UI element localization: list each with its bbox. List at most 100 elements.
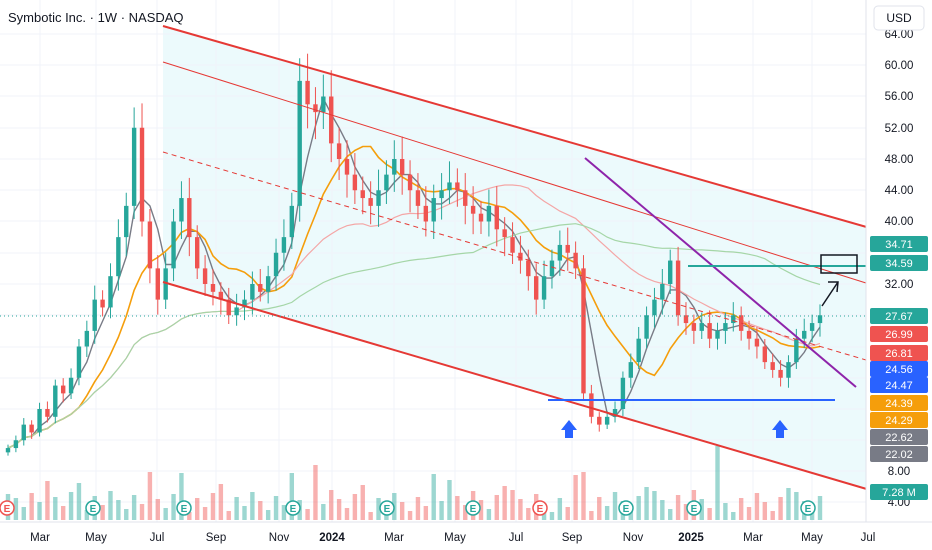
volume-bar bbox=[565, 507, 570, 520]
x-tick-label: Sep bbox=[206, 532, 226, 544]
candle-body bbox=[384, 174, 389, 191]
candle-body bbox=[297, 80, 302, 206]
price-badge bbox=[870, 345, 928, 361]
volume-bar bbox=[195, 498, 200, 520]
volume-bar bbox=[628, 510, 633, 520]
price-badge bbox=[870, 484, 928, 500]
candle-body bbox=[731, 315, 736, 324]
y-tick-label: 48.00 bbox=[885, 154, 914, 166]
volume-bar bbox=[762, 502, 768, 520]
candle-body bbox=[778, 369, 783, 378]
candle-body bbox=[533, 276, 539, 300]
earnings-marker bbox=[465, 500, 481, 516]
candle-body bbox=[644, 315, 649, 339]
volume-bar bbox=[612, 492, 618, 520]
candle-body bbox=[660, 284, 665, 300]
candle-body bbox=[707, 323, 712, 339]
earnings-marker bbox=[0, 500, 15, 516]
earnings-marker-label: E bbox=[181, 504, 188, 515]
price-badge bbox=[870, 395, 928, 411]
earnings-marker-label: E bbox=[384, 504, 391, 515]
candle-body bbox=[415, 190, 421, 206]
volume-bar bbox=[368, 512, 373, 520]
volume-bar bbox=[281, 505, 287, 520]
candle-body bbox=[754, 338, 760, 347]
earnings-marker bbox=[532, 500, 548, 516]
volume-bar bbox=[463, 505, 468, 520]
earnings-marker bbox=[285, 500, 301, 516]
x-tick-label: May bbox=[444, 532, 466, 544]
volume-bar bbox=[171, 494, 176, 520]
price-badge bbox=[870, 236, 928, 252]
volume-bar bbox=[29, 493, 34, 520]
x-tick-label: May bbox=[85, 532, 107, 544]
price-badge bbox=[870, 255, 928, 271]
candle-body bbox=[581, 268, 586, 394]
earnings-marker bbox=[176, 500, 192, 516]
price-badge-label: 22.02 bbox=[885, 449, 913, 461]
volume-bar bbox=[573, 475, 578, 520]
candle-body bbox=[549, 260, 555, 277]
candle-body bbox=[281, 237, 287, 253]
candle-body bbox=[794, 338, 799, 363]
purple-trendline bbox=[584, 157, 857, 388]
volume-bar bbox=[447, 480, 452, 520]
earnings-marker bbox=[800, 500, 816, 516]
volume-bar bbox=[518, 499, 523, 520]
price-badge bbox=[870, 446, 928, 462]
candle-body bbox=[439, 190, 444, 199]
volume-bar bbox=[715, 446, 720, 520]
trendline-drawings bbox=[0, 25, 871, 491]
candle-body bbox=[589, 393, 594, 417]
candle-body bbox=[92, 299, 97, 331]
candle-body bbox=[131, 127, 137, 206]
volume-bar bbox=[37, 502, 42, 520]
volume-bar bbox=[329, 490, 334, 520]
volume-bar bbox=[305, 509, 310, 520]
volume-bar bbox=[809, 510, 815, 520]
volume-bar bbox=[668, 509, 673, 520]
candle-body bbox=[652, 299, 657, 316]
volume-bar bbox=[234, 497, 239, 520]
candle-body bbox=[147, 221, 153, 269]
candle-body bbox=[447, 182, 452, 191]
volume-bar bbox=[313, 465, 318, 520]
volume-bar bbox=[707, 508, 712, 520]
candle-body bbox=[13, 440, 19, 449]
volume-bar bbox=[399, 502, 405, 520]
candle-body bbox=[329, 96, 334, 144]
candle-body bbox=[502, 229, 507, 238]
candle-body bbox=[289, 205, 295, 238]
candle-body bbox=[809, 323, 815, 331]
candle-body bbox=[37, 409, 42, 433]
volume-bar bbox=[794, 492, 799, 520]
volume-bar bbox=[778, 497, 783, 520]
volume-bar bbox=[376, 498, 381, 520]
price-badge bbox=[870, 377, 928, 393]
candle-body bbox=[210, 284, 216, 292]
candle-body bbox=[668, 260, 673, 284]
candle-body bbox=[597, 416, 602, 425]
candle-body bbox=[486, 205, 492, 222]
x-axis-ticks: Mar May Jul Sep Nov 2024 Mar May Jul Sep Nov 2025 Ma… bbox=[30, 532, 875, 544]
candle-body bbox=[124, 205, 129, 238]
candle-body bbox=[258, 284, 263, 292]
volume-bar bbox=[242, 506, 247, 520]
volume-bar bbox=[100, 505, 105, 520]
volume-bar bbox=[431, 474, 436, 520]
volume-bar bbox=[147, 472, 153, 520]
volume-bar bbox=[549, 512, 555, 520]
volume-bar bbox=[675, 495, 681, 520]
volume-bar bbox=[738, 498, 744, 520]
volume-bar bbox=[218, 484, 224, 520]
candle-body bbox=[195, 237, 200, 269]
candle-body bbox=[242, 299, 247, 308]
candle-body bbox=[68, 377, 74, 394]
currency-button[interactable]: USD bbox=[873, 5, 925, 31]
candle-body bbox=[738, 315, 744, 331]
candle-body bbox=[541, 276, 547, 300]
currency-label[interactable]: USD bbox=[886, 11, 912, 25]
candle-body bbox=[786, 362, 791, 378]
candle-body bbox=[45, 409, 50, 417]
